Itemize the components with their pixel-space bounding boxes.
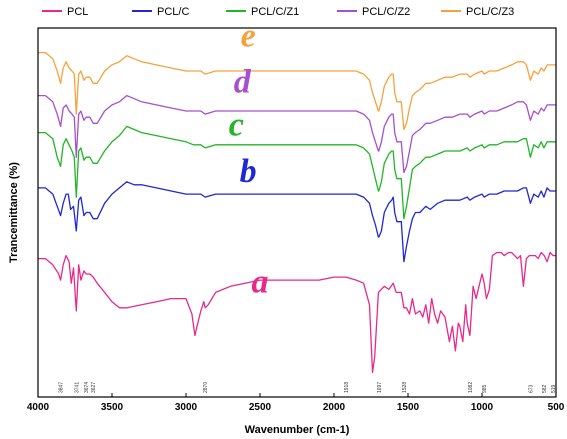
x-tick-label: 1500 [397,402,420,413]
plot-frame [37,27,557,398]
peak-label-985: 985 [482,384,488,393]
legend-item-pcl: PCL [42,6,88,18]
x-tick-label: 4000 [27,402,50,413]
x-tick-label: 3500 [101,402,124,413]
curve-letter-d: d [234,64,252,101]
legend-label: PCL [67,6,88,18]
x-tick-label: 3000 [175,402,198,413]
legend-label: PCL/C [157,6,189,18]
series-line-pcl-c-z1 [38,125,556,220]
peak-label-1918: 1918 [344,382,350,393]
curve-letter-c: c [229,107,244,144]
legend-label: PCL/C/Z3 [466,6,514,18]
series-line-pcl [38,251,556,374]
peak-label-3627: 3627 [91,382,97,393]
x-tick-label: 2000 [323,402,346,413]
peak-label-2870: 2870 [203,382,209,393]
chart-series [38,51,556,374]
peak-label-3741: 3741 [74,382,80,393]
series-line-pcl-c [38,181,556,263]
peak-label-1082: 1082 [468,382,474,393]
series-line-pcl-c-z3 [38,51,556,131]
x-tick-label: 2500 [249,402,272,413]
legend-label: PCL/C/Z2 [362,6,410,18]
chart-legend: PCL PCL/C PCL/C/Z1 PCL/C/Z2 PCL/C/Z3 [42,6,514,18]
x-tick-label: 1000 [471,402,494,413]
legend-label: PCL/C/Z1 [251,6,299,18]
peak-label-1697: 1697 [377,382,383,393]
curve-letter-b: b [240,153,257,190]
peak-label-673: 673 [528,384,534,393]
y-axis-label: Trancemittance (%) [8,162,20,263]
peak-label-3674: 3674 [84,382,90,393]
peak-label-1528: 1528 [402,382,408,393]
peak-labels: 3847 3741 3674 3627 2870 1918 1697 1528 1082 985 6… [59,382,558,393]
series-line-pcl-c-z2 [38,94,556,174]
x-tick-label: 500 [548,402,565,413]
peak-label-3847: 3847 [59,382,65,393]
x-axis-label: Wavenumber (cm-1) [245,424,350,436]
legend-item-pcl-c-z2: PCL/C/Z2 [337,6,410,18]
legend-item-pcl-c: PCL/C [132,6,189,18]
curve-letter-e: e [241,17,256,54]
peak-label-582: 582 [542,384,548,393]
peak-label-519: 519 [551,384,557,393]
x-axis-ticks: 4000 3500 3000 2500 2000 1500 1000 500 [27,393,565,413]
legend-item-pcl-c-z3: PCL/C/Z3 [441,6,514,18]
legend-item-pcl-c-z1: PCL/C/Z1 [226,6,299,18]
curve-letter-a: a [252,263,269,300]
